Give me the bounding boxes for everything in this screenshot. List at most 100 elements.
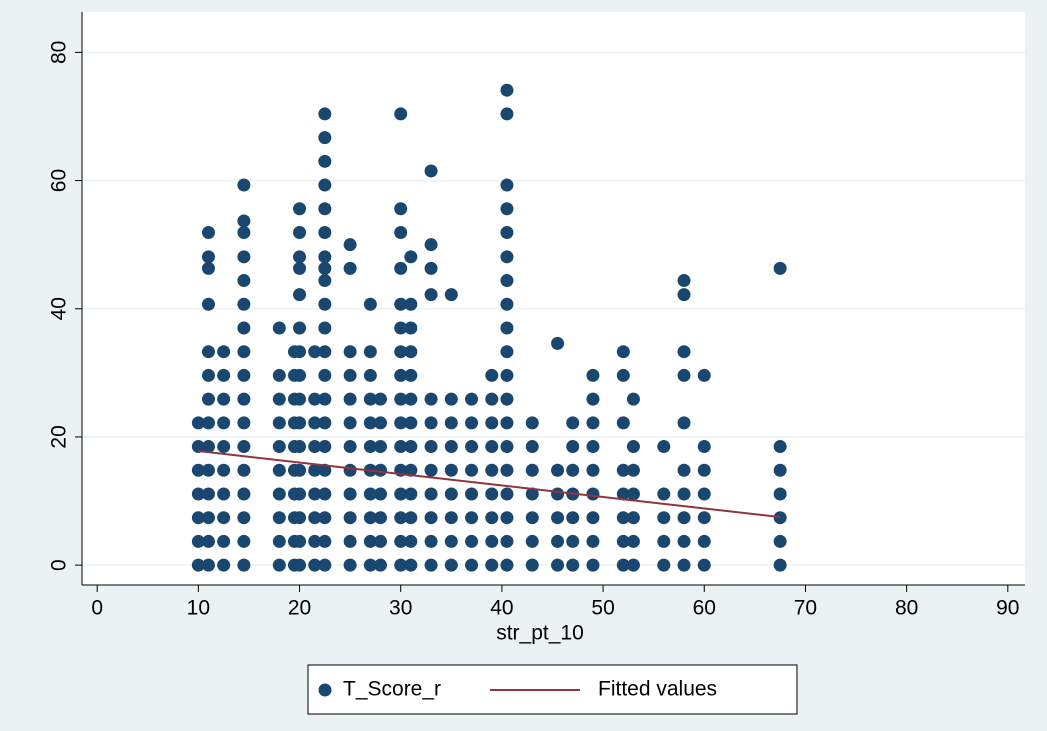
point xyxy=(363,416,377,430)
point xyxy=(201,297,215,311)
point xyxy=(404,463,418,477)
point xyxy=(566,440,580,454)
point xyxy=(394,345,408,359)
point xyxy=(424,534,438,548)
point xyxy=(773,534,787,548)
point xyxy=(500,345,514,359)
point xyxy=(318,511,332,525)
point xyxy=(773,511,787,525)
point xyxy=(394,487,408,501)
point xyxy=(272,321,286,335)
point xyxy=(343,511,357,525)
point xyxy=(424,288,438,302)
point xyxy=(201,440,215,454)
point xyxy=(500,511,514,525)
point xyxy=(500,202,514,216)
point xyxy=(363,440,377,454)
point xyxy=(308,534,322,548)
point xyxy=(394,202,408,216)
point xyxy=(217,511,231,525)
point xyxy=(677,558,691,572)
point xyxy=(318,178,332,192)
point xyxy=(201,368,215,382)
point xyxy=(201,392,215,406)
point xyxy=(217,487,231,501)
point xyxy=(343,487,357,501)
point xyxy=(677,487,691,501)
x-tick-label: 20 xyxy=(288,597,311,620)
x-tick-label: 70 xyxy=(794,597,817,620)
point xyxy=(318,534,332,548)
point xyxy=(444,416,458,430)
point xyxy=(272,511,286,525)
point xyxy=(272,487,286,501)
point xyxy=(444,440,458,454)
point xyxy=(293,261,307,275)
point xyxy=(237,321,251,335)
point xyxy=(773,440,787,454)
point xyxy=(500,297,514,311)
point xyxy=(485,534,499,548)
point xyxy=(318,392,332,406)
y-tick-label: 40 xyxy=(48,297,71,320)
point xyxy=(217,416,231,430)
point xyxy=(293,511,307,525)
point xyxy=(566,463,580,477)
point xyxy=(525,558,539,572)
point xyxy=(363,534,377,548)
point xyxy=(586,392,600,406)
point xyxy=(657,534,671,548)
y-tick-label: 20 xyxy=(48,425,71,448)
point xyxy=(217,345,231,359)
point xyxy=(626,487,640,501)
point xyxy=(566,558,580,572)
point xyxy=(657,511,671,525)
point xyxy=(237,534,251,548)
point xyxy=(677,368,691,382)
point xyxy=(626,534,640,548)
point xyxy=(551,558,565,572)
point xyxy=(551,463,565,477)
x-tick-label: 30 xyxy=(389,597,412,620)
point xyxy=(318,250,332,264)
point xyxy=(626,511,640,525)
point xyxy=(293,440,307,454)
point xyxy=(626,392,640,406)
point xyxy=(500,178,514,192)
point xyxy=(404,250,418,264)
point xyxy=(201,250,215,264)
point xyxy=(485,440,499,454)
point xyxy=(485,416,499,430)
point xyxy=(293,534,307,548)
point xyxy=(394,534,408,548)
point xyxy=(404,345,418,359)
point xyxy=(773,558,787,572)
point xyxy=(217,392,231,406)
point xyxy=(201,463,215,477)
point xyxy=(201,416,215,430)
point xyxy=(318,274,332,288)
point xyxy=(318,107,332,121)
point xyxy=(201,534,215,548)
point xyxy=(424,558,438,572)
point xyxy=(551,534,565,548)
point xyxy=(394,261,408,275)
point xyxy=(217,558,231,572)
legend-swatch xyxy=(318,683,332,697)
point xyxy=(773,463,787,477)
point xyxy=(525,511,539,525)
point xyxy=(201,261,215,275)
point xyxy=(318,463,332,477)
point xyxy=(697,440,711,454)
point xyxy=(237,558,251,572)
point xyxy=(237,463,251,477)
point xyxy=(586,416,600,430)
point xyxy=(217,440,231,454)
point xyxy=(404,440,418,454)
point xyxy=(293,558,307,572)
point xyxy=(318,416,332,430)
point xyxy=(394,511,408,525)
point xyxy=(343,368,357,382)
point xyxy=(191,487,205,501)
